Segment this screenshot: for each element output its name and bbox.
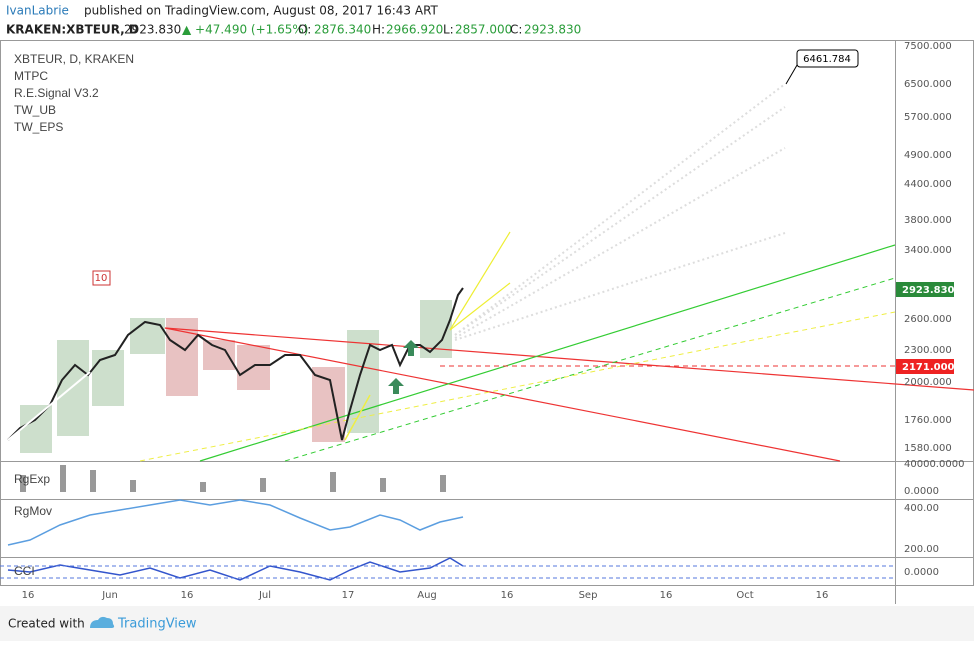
price-tick: 2300.000 [904,345,952,356]
price-tick: 3400.000 [904,245,952,256]
legend-item: XBTEUR, D, KRAKEN [14,52,134,66]
symbol: KRAKEN:XBTEUR, D [6,23,139,37]
published: published on TradingView.com, August 08,… [84,4,439,18]
footer-brand[interactable]: TradingView [117,617,197,632]
open: 2876.340 [314,23,371,37]
pane-tick: 400.00 [904,503,939,514]
target-label: 6461.784 [803,54,851,65]
change: ▲ +47.490 (+1.65%) [182,23,308,37]
last-price: 2923.830 [124,23,181,37]
price-tick: 2600.000 [904,314,952,325]
pane-tick: 40000.0000 [904,459,964,470]
marker-label: 10 [95,273,108,284]
author[interactable]: IvanLabrie [6,4,69,18]
low: 2857.000 [455,23,512,37]
drawings [0,49,974,581]
price-tick: 4400.000 [904,179,952,190]
pane-title: CCI [14,564,35,578]
legend-item: TW_EPS [14,120,63,134]
footer-created: Created with [8,617,85,631]
price-tick: 7500.000 [904,41,952,52]
brand-logo [90,616,115,628]
date-tick: Jun [101,590,118,601]
price-tick: 3800.000 [904,215,952,226]
price-tick: 2000.000 [904,377,952,388]
date-tick: 16 [181,590,194,601]
price-tick: 1580.000 [904,443,952,454]
footer-bg [0,606,974,641]
price-tick: 5700.000 [904,112,952,123]
legend-item: R.E.Signal V3.2 [14,86,99,100]
price-tick: 6500.000 [904,79,952,90]
high-label: H: [372,23,385,37]
legend-item: MTPC [14,69,48,83]
date-tick: 17 [342,590,355,601]
date-tick: 16 [501,590,514,601]
last-price-label: 2923.830 [902,285,955,296]
open-label: O: [298,23,311,37]
price-tick: 4900.000 [904,150,952,161]
date-tick: 16 [660,590,673,601]
pane-tick: 200.00 [904,544,939,555]
close-label: C: [510,23,522,37]
date-tick: Sep [579,590,598,601]
date-tick: 16 [22,590,35,601]
high: 2966.920 [386,23,443,37]
legend-item: TW_UB [14,103,56,117]
date-tick: Jul [258,590,271,601]
price-tick: 1760.000 [904,415,952,426]
close: 2923.830 [524,23,581,37]
pane-title: RgMov [14,504,52,518]
low-label: L: [443,23,454,37]
level-label: 2171.000 [902,362,955,373]
pane-tick: 0.0000 [904,486,939,497]
frames [0,40,974,604]
pane-tick: 0.0000 [904,567,939,578]
date-tick: 16 [816,590,829,601]
date-tick: Oct [736,590,753,601]
pane-title: RgExp [14,472,50,486]
date-tick: Aug [417,590,437,601]
